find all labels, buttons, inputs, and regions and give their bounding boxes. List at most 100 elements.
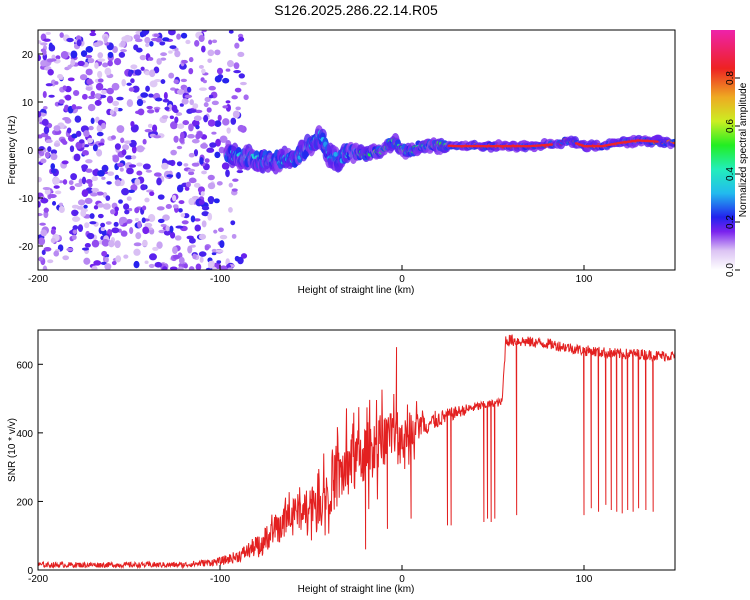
spectrogram-blob bbox=[107, 171, 115, 176]
spectrogram-blob bbox=[189, 109, 197, 113]
spectrogram-blob bbox=[114, 143, 121, 150]
spectrogram-ridge-peak bbox=[549, 143, 554, 146]
spectrogram-blob bbox=[172, 254, 180, 260]
spectrogram-blob bbox=[38, 134, 43, 139]
spectrogram-blob bbox=[156, 177, 162, 186]
spectrogram-blob bbox=[53, 143, 61, 147]
spectrogram-blob bbox=[40, 158, 47, 164]
spectrogram-blob bbox=[153, 172, 162, 177]
spectrogram-blob bbox=[112, 100, 120, 107]
spectrogram-blob bbox=[105, 221, 112, 225]
spectrogram-blob bbox=[214, 75, 222, 83]
spectrogram-blob bbox=[38, 237, 46, 246]
spectrogram-blob bbox=[149, 191, 155, 197]
spectrogram-blob bbox=[66, 247, 74, 252]
colorbar-tick-label: 0.8 bbox=[725, 71, 736, 85]
spectrogram-blob bbox=[188, 57, 194, 63]
spectrogram-blob bbox=[110, 209, 116, 215]
spectrogram-blob bbox=[209, 260, 215, 267]
snr-x-tick-label: -200 bbox=[28, 574, 48, 585]
spectrogram-blob bbox=[162, 266, 168, 270]
spectrogram-blob bbox=[113, 106, 119, 113]
spectrogram-blob bbox=[62, 179, 68, 185]
spectrogram-blob bbox=[101, 238, 110, 247]
spectrogram-blob bbox=[213, 229, 218, 234]
spectrogram-blob bbox=[188, 197, 195, 206]
spectrogram-blob bbox=[61, 160, 69, 165]
spectrogram-blob bbox=[42, 265, 48, 270]
spectrogram-blob bbox=[130, 184, 138, 192]
spectrogram-blob bbox=[185, 39, 191, 45]
spectrogram-blob bbox=[230, 117, 237, 125]
spectrogram-blob bbox=[113, 221, 119, 227]
spectrogram-blob bbox=[156, 58, 162, 65]
spectrogram-blob bbox=[108, 240, 115, 248]
spectrogram-blob bbox=[40, 197, 49, 204]
spectrogram-blob bbox=[162, 98, 170, 103]
spectrogram-blob bbox=[148, 263, 155, 268]
spectrogram-blob bbox=[77, 224, 84, 232]
spectrogram-blob bbox=[53, 125, 61, 132]
spectrogram-blob bbox=[131, 155, 137, 160]
spectrogram-blob bbox=[243, 94, 249, 101]
spectrogram-blob bbox=[72, 89, 80, 96]
spectrogram-blob bbox=[42, 48, 47, 56]
spectrogram-blob bbox=[156, 241, 163, 249]
spectrogram-blob bbox=[187, 134, 195, 139]
spectrogram-blob bbox=[136, 98, 144, 107]
spectrogram-blob bbox=[127, 71, 133, 77]
spectrogram-blob bbox=[201, 205, 210, 211]
spectrogram-blob bbox=[114, 179, 121, 187]
spectrogram-blob bbox=[175, 112, 183, 116]
spectrogram-blob bbox=[123, 254, 129, 259]
spectrogram-y-tick-label: 20 bbox=[22, 50, 34, 61]
spectrogram-blob bbox=[85, 86, 93, 91]
spectrogram-blob bbox=[219, 135, 228, 143]
spectrogram-blob bbox=[50, 163, 56, 170]
spectrogram-blob bbox=[104, 263, 112, 270]
spectrogram-blob bbox=[203, 102, 209, 108]
spectrogram-blob bbox=[142, 239, 148, 247]
spectrogram-blob bbox=[154, 261, 163, 268]
spectrogram-blob bbox=[102, 203, 111, 210]
spectrogram-blob bbox=[72, 229, 78, 234]
colorbar: 0.0 0.2 0.4 0.6 0.8 Normalized spectral ampl… bbox=[711, 30, 749, 277]
spectrogram-blob bbox=[127, 207, 133, 212]
spectrogram-blob bbox=[118, 199, 123, 204]
spectrogram-blob bbox=[238, 73, 245, 79]
spectrogram-blob bbox=[149, 80, 158, 88]
snr-y-tick-label: 600 bbox=[16, 360, 33, 371]
spectrogram-blob bbox=[81, 189, 89, 197]
spectrogram-blob bbox=[112, 45, 118, 54]
spectrogram-blob bbox=[41, 249, 46, 256]
spectrogram-blob bbox=[144, 71, 151, 76]
spectrogram-blob bbox=[180, 32, 188, 39]
spectrogram-blob bbox=[134, 217, 139, 222]
spectrogram-blob bbox=[97, 70, 103, 79]
spectrogram-blob bbox=[148, 93, 154, 98]
spectrogram-blob bbox=[234, 255, 240, 262]
spectrogram-blob bbox=[88, 182, 93, 188]
spectrogram-blob bbox=[208, 94, 214, 99]
spectrogram-blob bbox=[225, 68, 231, 72]
spectrogram-blob bbox=[219, 240, 225, 248]
figure-title: S126.2025.286.22.14.R05 bbox=[274, 2, 438, 18]
spectrogram-blob bbox=[135, 232, 142, 240]
spectrogram-blob bbox=[198, 34, 205, 43]
spectrogram-blob bbox=[45, 139, 53, 144]
spectrogram-blob bbox=[146, 105, 153, 110]
spectrogram-blob bbox=[39, 222, 46, 226]
spectrogram-blob bbox=[73, 211, 79, 215]
spectrogram-blob bbox=[233, 70, 241, 74]
spectrogram-blob bbox=[204, 158, 210, 163]
spectrogram-blob bbox=[38, 40, 42, 44]
spectrogram-blob bbox=[201, 68, 206, 74]
spectrogram-blob bbox=[110, 135, 116, 140]
spectrogram-blob bbox=[111, 260, 117, 266]
spectrogram-blob bbox=[50, 228, 56, 235]
spectrogram-blob bbox=[92, 144, 98, 152]
spectrogram-blob bbox=[209, 142, 217, 148]
spectrogram-blob bbox=[201, 30, 207, 33]
spectrogram-blob bbox=[168, 30, 176, 36]
